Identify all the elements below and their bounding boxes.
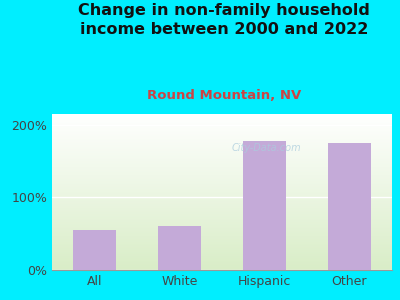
Bar: [328, 143, 371, 270]
Bar: [243, 141, 286, 270]
Bar: [158, 226, 201, 270]
Text: City-Data.com: City-Data.com: [231, 143, 301, 153]
Text: Change in non-family household
income between 2000 and 2022: Change in non-family household income be…: [78, 3, 370, 37]
Bar: [73, 230, 116, 270]
Text: Round Mountain, NV: Round Mountain, NV: [147, 89, 301, 102]
